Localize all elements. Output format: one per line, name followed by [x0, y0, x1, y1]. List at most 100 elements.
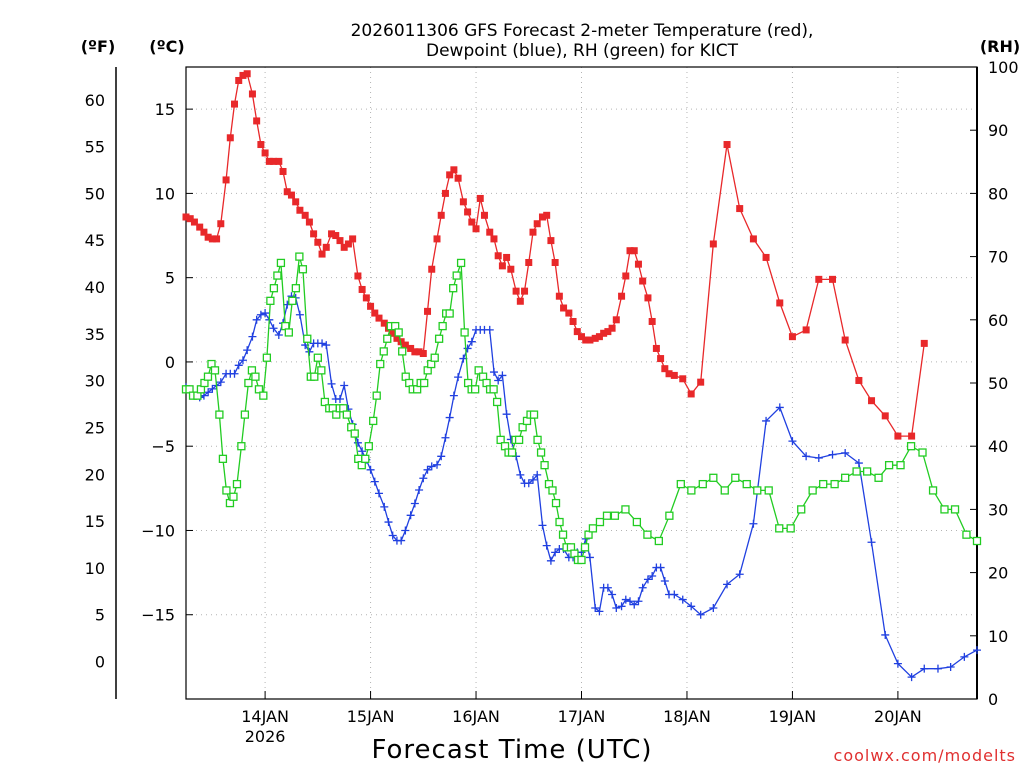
rh-point: [775, 524, 784, 533]
2-meter-temperature-point: [841, 336, 849, 344]
data-series: [181, 70, 982, 682]
dewpoint-point: [828, 450, 837, 459]
rh-point: [764, 486, 773, 495]
dewpoint-point: [437, 452, 446, 461]
rh-point: [610, 511, 620, 520]
2-meter-temperature-point: [328, 230, 336, 238]
dewpoint-point: [621, 595, 630, 604]
rh-point: [972, 536, 982, 546]
2-meter-temperature-point: [441, 189, 449, 197]
dewpoint-point: [375, 489, 384, 498]
dewpoint-point: [216, 378, 225, 387]
rh-point: [940, 505, 949, 514]
rh-point: [298, 265, 308, 274]
rh-tick-label: 20: [988, 564, 1008, 583]
rh-point: [251, 372, 260, 381]
2-meter-temperature-point: [371, 309, 379, 317]
2-meter-temperature-point: [494, 252, 502, 260]
credit-text: coolwx.com/modelts: [834, 746, 1016, 765]
rh-point: [240, 410, 250, 419]
2-meter-temperature-point: [776, 299, 784, 307]
dewpoint-point: [230, 369, 239, 378]
rh-point: [720, 486, 729, 495]
2-meter-temperature-point: [578, 333, 585, 341]
dewpoint-point: [274, 330, 283, 339]
dewpoint-point: [528, 475, 537, 484]
rh-point: [376, 359, 385, 369]
2-meter-temperature-point: [586, 336, 594, 344]
fahrenheit-tick-label: 0: [95, 653, 105, 672]
rh-point: [474, 366, 483, 375]
dewpoint-point: [397, 536, 406, 545]
rh-point: [518, 423, 527, 432]
rh-point: [962, 530, 971, 539]
x-tick-label: 14JAN: [241, 707, 289, 726]
2-meter-temperature-point: [622, 272, 630, 280]
rh-tick-label: 50: [988, 374, 1008, 393]
2-meter-temperature-point: [634, 260, 642, 268]
rh-point: [237, 442, 246, 451]
2-meter-temperature-point: [665, 370, 673, 378]
2-meter-temperature-point: [679, 375, 687, 383]
2-meter-temperature-point: [516, 297, 524, 305]
dewpoint-point: [322, 341, 331, 350]
rh-point: [507, 448, 517, 457]
dewpoint-point: [960, 652, 969, 661]
2-meter-temperature-point: [253, 117, 261, 125]
2-meter-temperature-point: [450, 166, 458, 174]
rh-point: [445, 309, 454, 318]
2-meter-temperature-point: [362, 294, 370, 302]
dewpoint-point: [494, 376, 503, 385]
2-meter-temperature-point: [551, 258, 559, 266]
celsius-tick-label: −10: [141, 521, 175, 540]
dewpoint-point: [595, 607, 604, 616]
rh-point: [496, 435, 505, 445]
dewpoint-line: [185, 295, 978, 678]
x-tick-label: 18JAN: [663, 707, 711, 726]
2-meter-temperature-point: [305, 218, 313, 226]
dewpoint-point: [318, 339, 327, 348]
rh-point: [602, 511, 612, 520]
2-meter-temperature-point: [235, 76, 243, 84]
rh-tick-label: 90: [988, 121, 1008, 140]
2-meter-temperature-point: [788, 333, 796, 341]
2-meter-temperature-point: [314, 238, 322, 246]
dewpoint-point: [433, 460, 442, 469]
chart-title-line1: 2026011306 GFS Forecast 2-meter Temperat…: [351, 21, 814, 41]
2-meter-temperature-point: [618, 292, 626, 300]
2-meter-temperature-point: [512, 287, 520, 295]
dewpoint-point: [353, 438, 362, 447]
2-meter-temperature-point: [428, 265, 436, 273]
2-meter-temperature-point: [829, 275, 837, 283]
rh-tick-label: 10: [988, 627, 1008, 646]
rh-point: [540, 461, 549, 470]
dewpoint-point: [638, 583, 647, 592]
rh-point: [489, 385, 498, 394]
dewpoint-point: [467, 337, 476, 346]
dewpoint-point: [814, 453, 823, 462]
rh-point: [536, 448, 546, 457]
celsius-tick-label: 10: [155, 184, 175, 203]
dewpoint-point: [788, 437, 797, 446]
rh-point: [317, 366, 326, 375]
2-meter-temperature-point: [657, 355, 665, 363]
rh-point: [320, 397, 330, 407]
rh-point: [471, 385, 480, 394]
2-meter-temperature-point: [279, 167, 287, 175]
dewpoint-point: [630, 600, 639, 609]
fahrenheit-tick-label: 35: [85, 325, 105, 344]
2-meter-temperature-point: [336, 237, 344, 245]
dewpoint-point: [648, 571, 657, 580]
fahrenheit-unit-label: (ºF): [81, 37, 116, 56]
2-meter-temperature-point: [697, 378, 705, 386]
2-meter-temperature-point: [908, 432, 916, 440]
2-meter-temperature-point: [538, 213, 546, 221]
2-meter-temperature-point: [401, 341, 409, 349]
rh-point: [529, 410, 539, 419]
2-meter-temperature-point: [283, 188, 291, 196]
2-meter-temperature-point: [736, 205, 744, 213]
dewpoint-point: [709, 603, 718, 612]
dewpoint-point: [656, 563, 665, 572]
rh-point: [342, 410, 351, 419]
2-meter-temperature-point: [287, 191, 295, 199]
